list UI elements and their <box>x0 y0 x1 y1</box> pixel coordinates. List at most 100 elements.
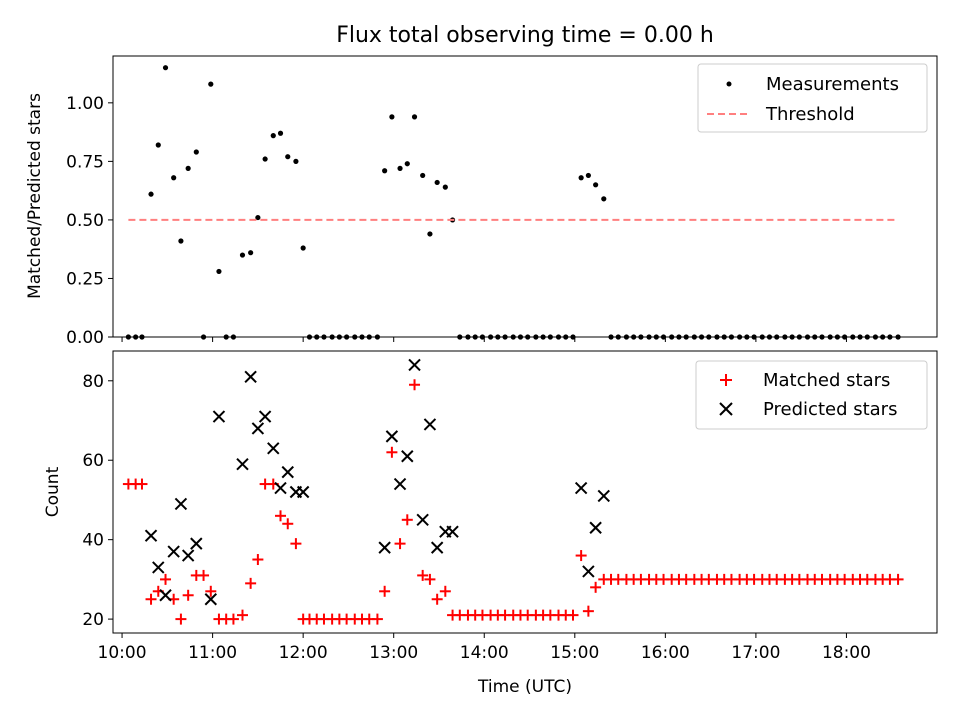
point-measurements <box>397 165 403 171</box>
point-measurements <box>262 156 268 162</box>
bottom-panel: 20 40 60 80 10:00 11:00 12:00 13:00 14:00 15:00 16… <box>43 350 938 697</box>
bottom-x-tick-label: 12:00 <box>279 643 328 663</box>
point-matched-stars <box>160 573 172 585</box>
top-y-tick-label: 1.00 <box>66 94 104 114</box>
point-measurements <box>601 196 607 202</box>
point-predicted-stars <box>159 589 172 602</box>
point-measurements <box>411 114 418 120</box>
point-matched-stars <box>394 538 406 550</box>
bottom-legend-box <box>695 360 928 430</box>
point-matched-stars <box>424 573 436 585</box>
point-matched-stars <box>371 613 383 625</box>
bottom-x-tick-label: 11:00 <box>188 643 237 663</box>
point-matched-stars <box>175 613 187 625</box>
bottom-y-tick-label: 40 <box>82 531 104 551</box>
point-measurements <box>404 161 410 167</box>
top-axis-ticks: 0.00 0.25 0.50 0.75 1.00 <box>66 94 847 348</box>
bottom-y-tick-label: 60 <box>82 451 104 471</box>
point-predicted-stars <box>416 513 429 527</box>
point-predicted-stars <box>212 410 226 423</box>
point-predicted-stars <box>385 430 399 443</box>
point-measurements <box>277 130 284 136</box>
point-predicted-stars <box>296 485 310 499</box>
point-measurements <box>427 231 433 237</box>
point-predicted-stars <box>174 497 188 511</box>
point-predicted-stars <box>167 545 180 558</box>
top-y-axis-label: Matched/Predicted stars <box>25 93 45 299</box>
point-matched-stars <box>182 589 194 601</box>
legend-label-predicted-stars: Predicted stars <box>763 399 897 420</box>
bottom-x-tick-label: 13:00 <box>369 643 418 663</box>
point-predicted-stars <box>582 565 595 578</box>
point-measurements <box>420 172 426 179</box>
point-measurements <box>285 154 291 160</box>
top-y-tick-label: 0.75 <box>66 152 104 172</box>
point-predicted-stars <box>274 481 287 495</box>
bottom-y-axis-label: Count <box>43 466 63 517</box>
point-measurements <box>178 238 184 244</box>
legend-label-matched-stars: Matched stars <box>763 370 890 391</box>
point-matched-stars <box>236 609 248 621</box>
point-matched-stars <box>198 569 210 581</box>
bottom-y-tick-label: 20 <box>82 610 104 630</box>
point-predicted-stars <box>589 521 602 534</box>
point-measurements <box>593 182 599 188</box>
bottom-axis-ticks: 20 40 60 80 10:00 11:00 12:00 13:00 14:00 15:00 16… <box>82 372 871 663</box>
legend-label-measurements: Measurements <box>766 74 899 95</box>
top-y-tick-label: 0.50 <box>66 211 104 231</box>
point-predicted-stars <box>236 457 249 471</box>
point-matched-stars <box>590 581 602 593</box>
top-panel: 0.00 0.25 0.50 0.75 1.00 Matched/Predicted s… <box>25 55 938 348</box>
point-matched-stars <box>575 550 587 562</box>
point-measurements <box>442 184 448 190</box>
point-predicted-stars <box>597 489 610 503</box>
point-measurements <box>185 165 191 171</box>
bottom-legend: Matched stars Predicted stars <box>695 360 928 430</box>
point-predicted-stars <box>258 410 272 423</box>
point-predicted-stars <box>378 541 391 554</box>
bottom-x-axis-label: Time (UTC) <box>477 677 572 697</box>
top-y-tick-label: 0.00 <box>66 328 104 348</box>
point-measurements <box>300 245 306 251</box>
point-measurements <box>382 168 388 174</box>
point-matched-stars <box>245 577 257 589</box>
point-matched-stars <box>136 478 148 490</box>
top-legend-box <box>697 63 928 133</box>
bottom-plot-area <box>122 358 904 625</box>
top-axes-frame <box>112 55 938 338</box>
point-measurements <box>389 114 395 120</box>
point-measurements <box>155 142 161 148</box>
point-predicted-stars <box>190 537 203 550</box>
point-matched-stars <box>145 593 157 605</box>
point-predicted-stars <box>430 541 444 554</box>
point-measurements <box>434 179 440 186</box>
point-measurements <box>293 158 299 164</box>
point-predicted-stars <box>574 481 588 495</box>
bottom-y-tick-label: 80 <box>82 372 104 392</box>
point-measurements <box>171 175 177 181</box>
point-predicted-stars <box>267 442 280 455</box>
point-matched-stars <box>417 569 429 581</box>
point-matched-stars <box>892 573 904 585</box>
point-matched-stars <box>386 446 398 458</box>
point-matched-stars <box>567 609 579 621</box>
point-matched-stars <box>227 613 239 625</box>
point-predicted-stars <box>393 477 407 491</box>
point-measurements <box>148 191 154 197</box>
point-predicted-stars <box>408 358 421 372</box>
point-measurements <box>248 250 254 256</box>
point-measurements <box>208 81 214 87</box>
point-matched-stars <box>290 538 302 550</box>
point-predicted-stars <box>152 561 165 574</box>
point-matched-stars <box>431 593 443 605</box>
point-measurements <box>216 268 222 275</box>
legend-marker-measurements <box>726 81 732 87</box>
point-measurements <box>255 214 261 221</box>
point-measurements <box>193 149 199 155</box>
bottom-x-tick-label: 16:00 <box>641 643 690 663</box>
point-predicted-stars <box>423 418 437 431</box>
point-measurements <box>270 133 276 139</box>
point-predicted-stars <box>144 529 158 542</box>
point-matched-stars <box>379 585 391 597</box>
bottom-x-tick-label: 10:00 <box>98 643 147 663</box>
